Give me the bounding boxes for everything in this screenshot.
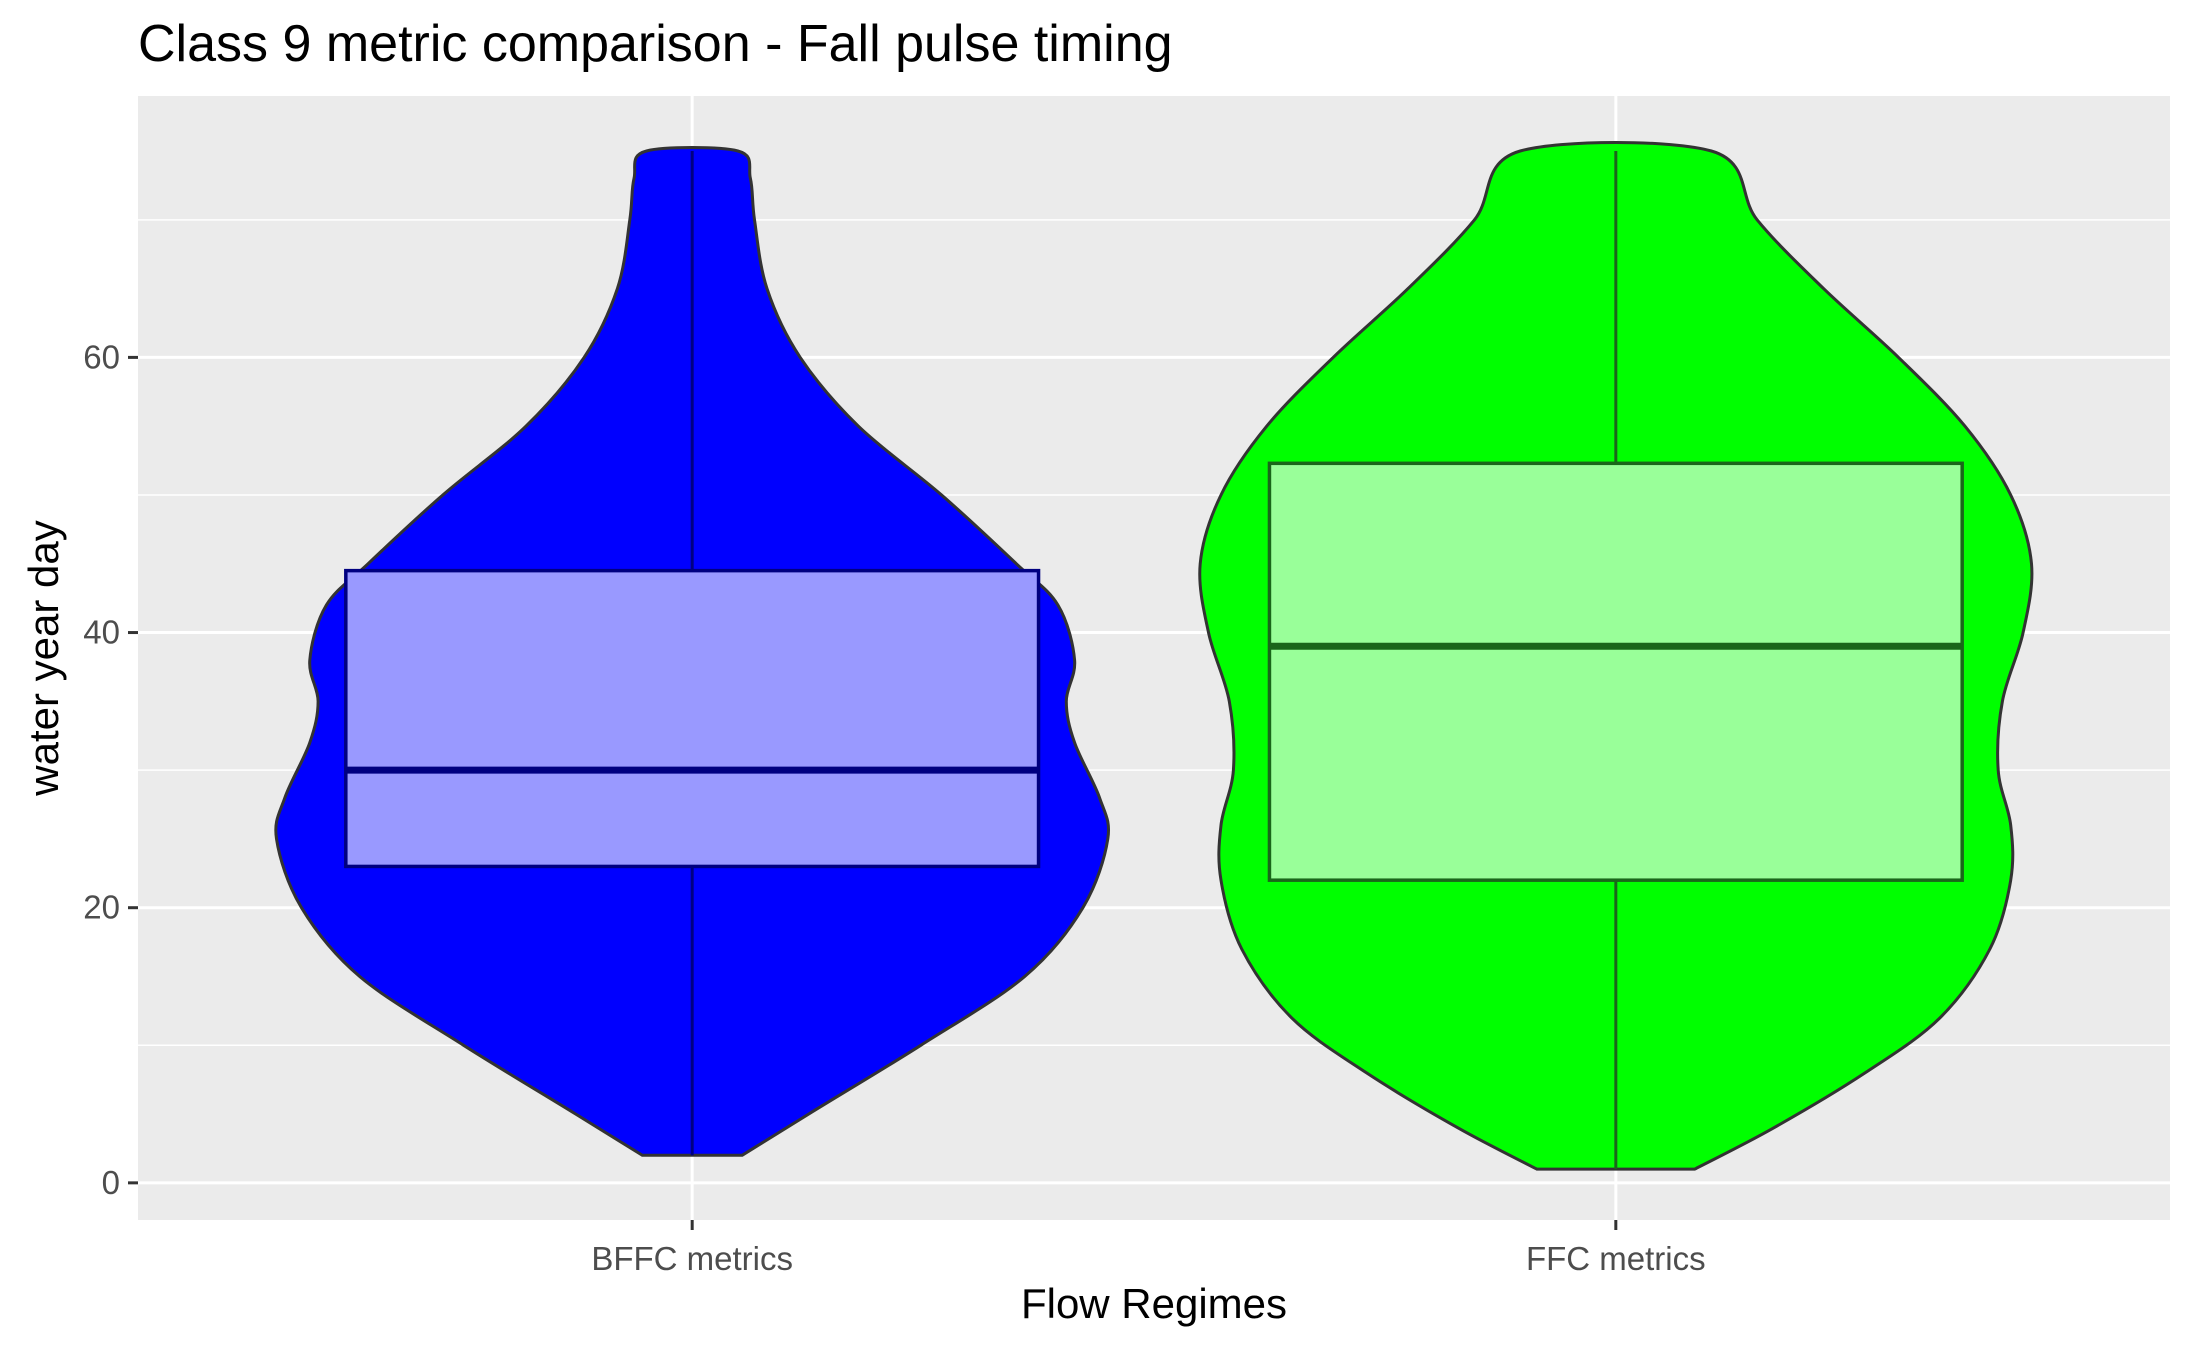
y-axis-title: water year day (20, 520, 67, 796)
x-axis: BFFC metrics FFC metrics (591, 1220, 1706, 1277)
boxplots (344, 151, 1964, 1170)
y-tick-label: 0 (102, 1164, 120, 1201)
iqr-box (344, 568, 1041, 869)
y-tick-label: 60 (83, 338, 120, 375)
x-tick-label: FFC metrics (1526, 1240, 1706, 1277)
y-axis: 0 20 40 60 (83, 338, 138, 1201)
x-tick-label: BFFC metrics (591, 1240, 793, 1277)
y-tick-label: 20 (83, 889, 120, 926)
chart-title: Class 9 metric comparison - Fall pulse t… (138, 15, 1173, 73)
x-axis-title: Flow Regimes (1021, 1280, 1287, 1327)
iqr-box (1267, 461, 1964, 882)
y-tick-label: 40 (83, 614, 120, 651)
